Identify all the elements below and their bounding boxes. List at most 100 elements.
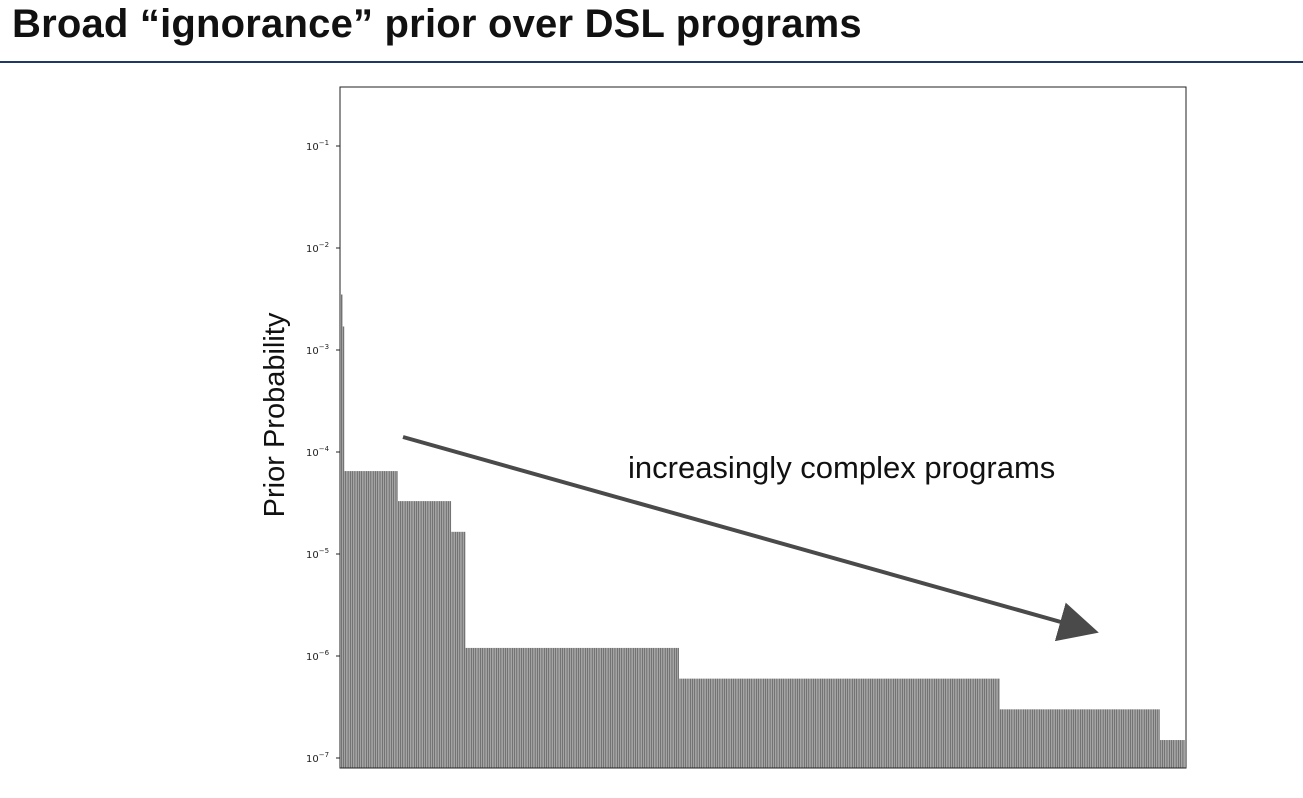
bar-g5-19 bbox=[499, 647, 501, 768]
bar-g5-6 bbox=[476, 647, 478, 768]
bar-g6-152 bbox=[949, 678, 952, 768]
bar-g6-138 bbox=[925, 678, 927, 768]
bar-g3-28 bbox=[447, 501, 450, 768]
bar-g2-0 bbox=[344, 471, 346, 768]
bar-g6-147 bbox=[941, 678, 943, 768]
bar-g6-43 bbox=[755, 678, 758, 768]
bar-g8-6 bbox=[1170, 740, 1173, 768]
bar-g6-83 bbox=[827, 678, 829, 768]
bar-g5-105 bbox=[652, 647, 655, 768]
bar-g3-12 bbox=[419, 501, 421, 768]
bar-g7-52 bbox=[1092, 709, 1094, 768]
bar-g6-6 bbox=[690, 678, 692, 768]
y-axis: 10−1 10−2 10−3 10−4 10−5 10−6 10−7 bbox=[306, 139, 340, 765]
bar-g7-41 bbox=[1072, 709, 1075, 768]
bar-g6-73 bbox=[809, 678, 811, 768]
bar-g3-9 bbox=[414, 501, 416, 768]
bar-g2-11 bbox=[364, 471, 366, 768]
bar-g3-20 bbox=[433, 501, 436, 768]
bar-g6-74 bbox=[811, 678, 813, 768]
bar-g6-110 bbox=[875, 678, 877, 768]
bar-g7-7 bbox=[1012, 709, 1014, 768]
bar-g6-143 bbox=[933, 678, 936, 768]
bar-g7-36 bbox=[1063, 709, 1066, 768]
bar-g6-179 bbox=[998, 678, 1000, 768]
bar-g6-28 bbox=[729, 678, 731, 768]
bar-g7-6 bbox=[1010, 709, 1012, 768]
bar-g6-99 bbox=[855, 678, 858, 768]
bar-g7-71 bbox=[1126, 709, 1128, 768]
bar-g5-21 bbox=[503, 647, 505, 768]
bar-g6-67 bbox=[798, 678, 801, 768]
trend-arrow bbox=[402, 435, 1099, 642]
bar-g5-42 bbox=[540, 647, 542, 768]
bar-g7-1 bbox=[1001, 709, 1004, 768]
bar-g8-0 bbox=[1160, 740, 1162, 768]
bar-g5-57 bbox=[567, 647, 569, 768]
bar-g7-72 bbox=[1128, 709, 1130, 768]
bar-g6-97 bbox=[852, 678, 854, 768]
bar-g6-127 bbox=[905, 678, 907, 768]
bar-g6-136 bbox=[921, 678, 923, 768]
bar-g6-104 bbox=[864, 678, 866, 768]
bar-g6-2 bbox=[682, 678, 685, 768]
bar-g6-76 bbox=[814, 678, 817, 768]
bar-g6-161 bbox=[965, 678, 968, 768]
bar-g7-33 bbox=[1058, 709, 1061, 768]
bar-g3-16 bbox=[426, 501, 428, 768]
bar-g7-75 bbox=[1133, 709, 1135, 768]
bar-g5-29 bbox=[517, 647, 519, 768]
bar-g6-27 bbox=[727, 678, 729, 768]
bar-g7-64 bbox=[1113, 709, 1116, 768]
bar-g2-12 bbox=[365, 471, 368, 768]
bar-g6-151 bbox=[948, 678, 950, 768]
bar-g5-77 bbox=[602, 647, 605, 768]
bar-g2-6 bbox=[355, 471, 357, 768]
bar-g6-1 bbox=[681, 678, 683, 768]
bar-g5-112 bbox=[665, 647, 667, 768]
bar-g5-115 bbox=[670, 647, 672, 768]
bar-g5-53 bbox=[560, 647, 562, 768]
bar-g6-122 bbox=[896, 678, 898, 768]
bar-g7-40 bbox=[1071, 709, 1073, 768]
bar-g7-30 bbox=[1053, 709, 1055, 768]
bar-g5-118 bbox=[675, 647, 678, 768]
bar-g5-38 bbox=[533, 647, 535, 768]
bar-g5-117 bbox=[673, 647, 676, 768]
bar-g6-41 bbox=[752, 678, 754, 768]
plot-frame bbox=[339, 86, 1187, 769]
bar-g6-124 bbox=[900, 678, 902, 768]
bar-g5-18 bbox=[497, 647, 500, 768]
bar-g7-58 bbox=[1103, 709, 1105, 768]
bar-g2-7 bbox=[357, 471, 359, 768]
bar-g7-84 bbox=[1149, 709, 1151, 768]
bar-g6-87 bbox=[834, 678, 836, 768]
bar-g5-10 bbox=[483, 647, 485, 768]
bar-g6-150 bbox=[946, 678, 948, 768]
bar-g7-73 bbox=[1129, 709, 1132, 768]
bar-g6-80 bbox=[821, 678, 824, 768]
bar-g5-68 bbox=[586, 647, 589, 768]
bar-g6-135 bbox=[919, 678, 922, 768]
bar-g7-31 bbox=[1055, 709, 1057, 768]
bar-g5-16 bbox=[494, 647, 496, 768]
bar-g6-142 bbox=[932, 678, 934, 768]
bar-g8-13 bbox=[1183, 740, 1185, 768]
bar-g6-154 bbox=[953, 678, 955, 768]
bar-g3-3 bbox=[403, 501, 405, 768]
bar-g6-36 bbox=[743, 678, 745, 768]
bar-g6-123 bbox=[898, 678, 900, 768]
bar-g3-27 bbox=[446, 501, 448, 768]
bar-g6-134 bbox=[917, 678, 920, 768]
bar-g6-174 bbox=[989, 678, 991, 768]
bar-g6-50 bbox=[768, 678, 770, 768]
bar-g3-23 bbox=[438, 501, 441, 768]
bar-g6-42 bbox=[754, 678, 756, 768]
bar-g6-103 bbox=[862, 678, 865, 768]
bar-g6-95 bbox=[848, 678, 850, 768]
bar-g7-17 bbox=[1030, 709, 1032, 768]
bar-g5-80 bbox=[608, 647, 610, 768]
bar-g6-164 bbox=[971, 678, 973, 768]
bar-g7-69 bbox=[1122, 709, 1125, 768]
y-tick-label-1: 10−2 bbox=[306, 241, 329, 255]
